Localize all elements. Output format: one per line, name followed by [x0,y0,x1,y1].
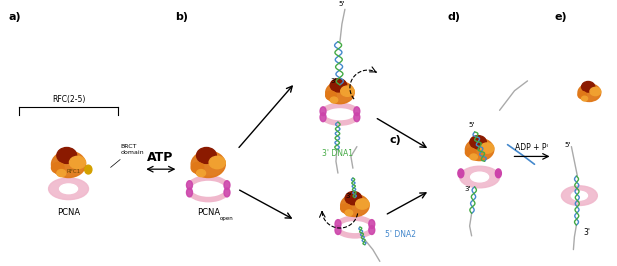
Ellipse shape [197,148,217,163]
Ellipse shape [495,169,502,178]
Ellipse shape [341,86,354,96]
Ellipse shape [85,165,92,174]
Ellipse shape [571,191,587,200]
Ellipse shape [354,107,360,116]
Ellipse shape [355,199,369,209]
Text: e): e) [555,12,567,22]
Ellipse shape [191,151,225,177]
Ellipse shape [326,91,336,100]
Ellipse shape [335,226,341,235]
Ellipse shape [197,169,205,177]
Text: 5' DNA2: 5' DNA2 [385,230,416,239]
Text: d): d) [448,12,461,22]
Ellipse shape [369,226,375,235]
Text: PCNA: PCNA [197,208,220,217]
Ellipse shape [186,188,193,197]
Ellipse shape [60,184,78,194]
Ellipse shape [326,82,354,104]
Ellipse shape [49,178,88,200]
Ellipse shape [354,113,360,122]
Ellipse shape [458,169,464,178]
Ellipse shape [561,186,597,205]
Ellipse shape [470,136,486,149]
Ellipse shape [341,204,351,213]
Ellipse shape [471,172,489,182]
Ellipse shape [345,210,353,216]
Ellipse shape [51,163,64,173]
Text: 5': 5' [468,122,474,128]
Ellipse shape [320,107,326,116]
Ellipse shape [57,148,77,163]
Ellipse shape [460,166,500,188]
Ellipse shape [209,156,225,169]
Ellipse shape [186,181,193,189]
Ellipse shape [341,194,369,217]
Text: 3': 3' [346,193,352,199]
Ellipse shape [582,96,587,101]
Text: PCNA: PCNA [57,208,80,217]
Ellipse shape [465,148,476,157]
Text: 5': 5' [339,1,345,7]
Text: 3': 3' [331,78,337,84]
Text: a): a) [9,12,22,22]
Ellipse shape [191,163,204,173]
Text: 3': 3' [465,186,471,192]
Ellipse shape [578,92,586,98]
Ellipse shape [70,156,86,169]
Text: 3' DNA1: 3' DNA1 [322,149,353,158]
Ellipse shape [224,181,230,189]
Text: 3': 3' [584,228,591,238]
Ellipse shape [335,220,341,228]
Ellipse shape [369,220,375,228]
Ellipse shape [51,151,86,177]
Ellipse shape [590,87,601,95]
Text: b): b) [175,12,188,22]
Ellipse shape [330,97,337,103]
Ellipse shape [320,113,326,122]
Ellipse shape [330,79,347,92]
Text: RFC1: RFC1 [67,169,81,174]
Text: ATP: ATP [147,151,173,164]
Text: open: open [220,216,234,221]
Ellipse shape [57,169,66,177]
Text: 5': 5' [565,142,571,148]
Text: ADP + Pᴵ: ADP + Pᴵ [515,143,548,152]
Text: BRCT
domain: BRCT domain [110,144,144,167]
Ellipse shape [582,81,595,92]
Text: c): c) [390,135,402,145]
Ellipse shape [465,139,494,161]
Ellipse shape [345,192,362,205]
Text: RFC(2-5): RFC(2-5) [52,95,85,105]
Ellipse shape [470,154,478,160]
Ellipse shape [578,84,601,102]
Ellipse shape [481,143,494,153]
Ellipse shape [224,188,230,197]
